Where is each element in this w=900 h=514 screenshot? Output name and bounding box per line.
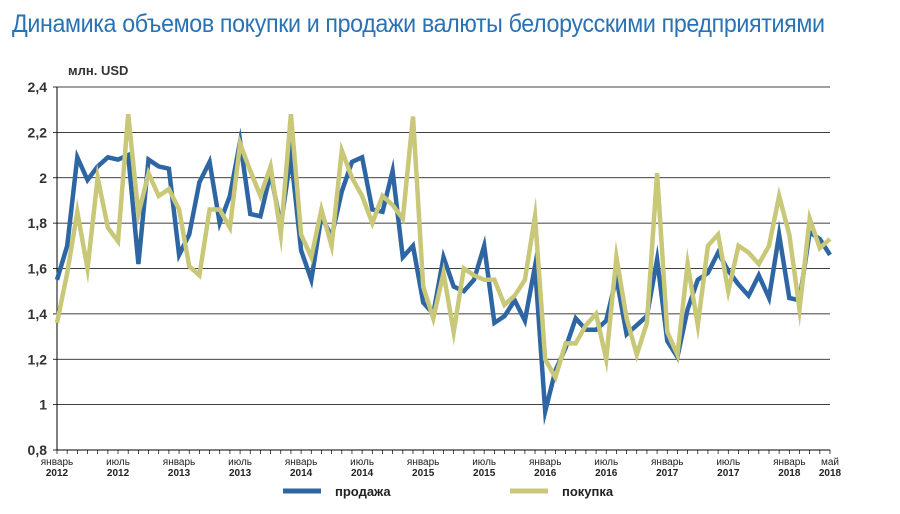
- x-tick-year: 2017: [717, 468, 740, 479]
- x-tick-month: январь: [285, 457, 317, 468]
- legend-item: продажа: [283, 484, 391, 499]
- x-tick-month: январь: [407, 457, 439, 468]
- x-tick-month: январь: [651, 457, 683, 468]
- x-tick-month: январь: [529, 457, 561, 468]
- y-tick-label: 0,8: [28, 442, 48, 458]
- x-tick-year: 2013: [229, 468, 252, 479]
- x-tick-month: июль: [594, 457, 618, 468]
- x-tick-year: 2014: [351, 468, 374, 479]
- x-tick-year: 2018: [778, 468, 801, 479]
- x-tick-month: июль: [350, 457, 374, 468]
- x-tick-month: январь: [41, 457, 73, 468]
- x-tick-year: 2017: [656, 468, 679, 479]
- x-tick-month: январь: [163, 457, 195, 468]
- y-tick-label: 2,2: [28, 124, 48, 140]
- x-tick-month: июль: [106, 457, 130, 468]
- x-tick-month: январь: [773, 457, 805, 468]
- y-tick-label: 1,8: [28, 215, 48, 231]
- legend-label: покупка: [562, 484, 614, 499]
- legend: продажа покупка: [283, 484, 614, 499]
- x-tick-year: 2012: [107, 468, 130, 479]
- axes: [56, 87, 831, 454]
- x-axis-ticks: январь2012июль2012январь2013июль2013янва…: [41, 457, 842, 479]
- x-tick-month: июль: [716, 457, 740, 468]
- series-line-purchase: [54, 113, 832, 384]
- y-tick-label: 1,2: [28, 351, 48, 367]
- series-lines: [54, 113, 832, 426]
- x-tick-year: 2016: [534, 468, 557, 479]
- y-axis-ticks: 0,8 1 1,2 1,4 1,6 1,8 2 2,2 2,4: [28, 79, 48, 458]
- y-tick-label: 1,4: [28, 306, 48, 322]
- y-tick-label: 2,4: [28, 79, 48, 95]
- x-tick-month: июль: [472, 457, 496, 468]
- x-tick-year: 2012: [46, 468, 69, 479]
- legend-label: продажа: [335, 484, 391, 499]
- x-tick-year: 2016: [595, 468, 618, 479]
- chart-title: Динамика объемов покупки и продажи валют…: [12, 10, 825, 38]
- y-axis-label: млн. USD: [68, 63, 128, 78]
- y-tick-label: 2: [39, 170, 47, 186]
- x-tick-year: 2018: [819, 468, 842, 479]
- y-tick-label: 1: [39, 397, 47, 413]
- x-tick-month: июль: [228, 457, 252, 468]
- x-tick-year: 2015: [412, 468, 435, 479]
- x-tick-year: 2014: [290, 468, 313, 479]
- y-tick-label: 1,6: [28, 261, 48, 277]
- legend-item: покупка: [510, 484, 614, 499]
- x-tick-year: 2015: [473, 468, 496, 479]
- x-tick-month: май: [821, 457, 839, 468]
- x-tick-year: 2013: [168, 468, 191, 479]
